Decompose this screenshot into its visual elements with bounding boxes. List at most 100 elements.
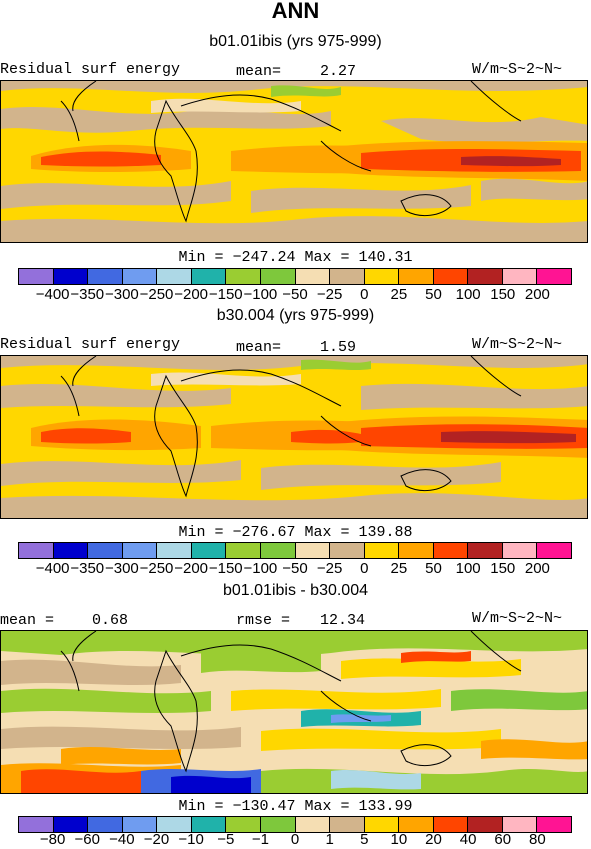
colorbar-swatch (468, 817, 503, 832)
page-title: ANN (271, 0, 320, 23)
colorbar-swatch (191, 543, 227, 558)
colorbar-swatch (537, 269, 571, 284)
colorbar-swatch (364, 543, 400, 558)
colorbar-swatch (260, 543, 296, 558)
panel1-colorbar (18, 268, 572, 285)
panel2-subtitle: b30.004 (yrs 975-999) (216, 307, 375, 324)
colorbar-tick-label: −5 (217, 831, 235, 848)
colorbar-tick-label: −400 (35, 286, 70, 303)
colorbar-swatch (468, 543, 503, 558)
colorbar-swatch (260, 269, 296, 284)
panel1-field-label: Residual surf energy (0, 61, 181, 78)
colorbar-tick-label: −60 (74, 831, 100, 848)
panel3-subtitle: b01.01ibis - b30.004 (223, 582, 368, 599)
panel1-map (0, 80, 588, 243)
colorbar-tick-label: −80 (39, 831, 66, 848)
colorbar-tick-label: 25 (390, 560, 408, 577)
colorbar-tick-label: 100 (455, 560, 481, 577)
colorbar-swatch (53, 269, 89, 284)
colorbar-tick-label: −200 (174, 560, 209, 577)
colorbar-swatch (364, 269, 400, 284)
colorbar-tick-label: −300 (104, 286, 139, 303)
colorbar-tick-label: 0 (360, 560, 369, 577)
colorbar-tick-label: 50 (425, 286, 442, 303)
panel2-colorbar-ticks: −400 −350 −300 −250 −200 −150 −100 −50 −25 0 25 50 1… (18, 560, 572, 578)
colorbar-tick-label: −100 (243, 286, 278, 303)
panel3-contour-plot (1, 631, 587, 793)
panel2-field-label: Residual surf energy (0, 336, 181, 353)
colorbar-swatch (19, 817, 54, 832)
colorbar-tick-label: 20 (425, 831, 442, 848)
colorbar-swatch (433, 543, 469, 558)
panel2-mean-value: 1.59 (320, 339, 357, 356)
colorbar-tick-label: 50 (425, 560, 442, 577)
panel1-mean-label: mean= (236, 63, 282, 80)
panel1-minmax: Min = −247.24 Max = 140.31 (178, 249, 413, 266)
colorbar-swatch (537, 817, 571, 832)
colorbar-swatch (88, 269, 123, 284)
colorbar-tick-label: 1 (325, 831, 334, 848)
colorbar-swatch (226, 543, 261, 558)
colorbar-swatch (468, 269, 503, 284)
colorbar-swatch (122, 543, 158, 558)
colorbar-tick-label: −250 (139, 560, 174, 577)
colorbar-tick-label: 80 (529, 831, 546, 848)
colorbar-swatch (330, 269, 365, 284)
colorbar-tick-label: −200 (174, 286, 209, 303)
colorbar-swatch (226, 817, 261, 832)
colorbar-swatch (502, 543, 538, 558)
colorbar-swatch (226, 269, 261, 284)
colorbar-swatch (122, 269, 158, 284)
colorbar-tick-label: −100 (243, 560, 278, 577)
panel2-units: W/m~S~2~N~ (472, 336, 563, 353)
colorbar-swatch (19, 269, 54, 284)
panel2-map (0, 355, 588, 519)
colorbar-swatch (260, 817, 296, 832)
colorbar-swatch (502, 269, 538, 284)
colorbar-swatch (88, 543, 123, 558)
colorbar-tick-label: 60 (494, 831, 512, 848)
colorbar-tick-label: 200 (524, 286, 550, 303)
panel1-colorbar-ticks: −400 −350 −300 −250 −200 −150 −100 −50 −25 0 25 50 1… (18, 286, 572, 304)
colorbar-tick-label: 10 (390, 831, 408, 848)
colorbar-tick-label: 40 (459, 831, 477, 848)
colorbar-tick-label: −50 (282, 286, 308, 303)
colorbar-swatch (433, 269, 469, 284)
colorbar-swatch (330, 543, 365, 558)
panel2-colorbar (18, 542, 572, 559)
colorbar-tick-label: −10 (178, 831, 204, 848)
colorbar-tick-label: −400 (35, 560, 70, 577)
panel3-map (0, 630, 588, 794)
colorbar-swatch (399, 817, 434, 832)
colorbar-tick-label: −50 (282, 560, 308, 577)
colorbar-swatch (53, 543, 89, 558)
colorbar-swatch (19, 543, 54, 558)
colorbar-tick-label: 100 (455, 286, 481, 303)
panel1-contour-plot (1, 81, 587, 242)
colorbar-tick-label: −25 (316, 286, 343, 303)
panel3-mean-value: 0.68 (92, 612, 129, 629)
colorbar-swatch (122, 817, 158, 832)
colorbar-swatch (433, 817, 469, 832)
colorbar-swatch (157, 543, 192, 558)
colorbar-swatch (53, 817, 89, 832)
colorbar-swatch (537, 543, 571, 558)
colorbar-tick-label: −350 (70, 286, 105, 303)
colorbar-tick-label: 150 (490, 286, 516, 303)
panel2-minmax: Min = −276.67 Max = 139.88 (178, 524, 413, 541)
colorbar-tick-label: 0 (360, 286, 369, 303)
panel3-mean-label: mean = (0, 612, 55, 629)
colorbar-tick-label: −350 (70, 560, 105, 577)
colorbar-swatch (191, 817, 227, 832)
panel1-subtitle: b01.01ibis (yrs 975-999) (209, 33, 382, 50)
colorbar-tick-label: −150 (208, 560, 243, 577)
colorbar-tick-label: −1 (251, 831, 269, 848)
colorbar-swatch (364, 817, 400, 832)
colorbar-tick-label: −150 (208, 286, 243, 303)
colorbar-tick-label: 25 (390, 286, 408, 303)
colorbar-tick-label: −25 (316, 560, 343, 577)
colorbar-swatch (191, 269, 227, 284)
panel3-units: W/m~S~2~N~ (472, 610, 563, 627)
panel3-colorbar (18, 816, 572, 833)
colorbar-swatch (295, 543, 331, 558)
